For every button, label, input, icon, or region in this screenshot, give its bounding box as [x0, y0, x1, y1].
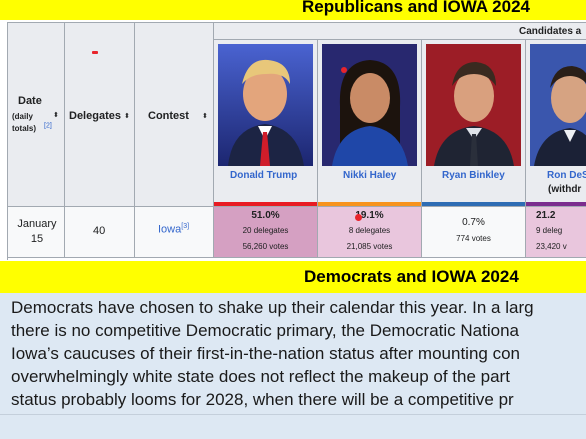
delegates-header-label: Delegates — [69, 110, 121, 122]
result-percent: 0.7% — [462, 217, 485, 228]
result-delegates: 9 deleg — [536, 226, 563, 235]
candidate-desantis: Ron DeS (withdr — [526, 40, 586, 207]
result-percent: 21.2 — [536, 210, 556, 221]
candidate-haley: Nikki Haley — [318, 40, 422, 207]
result-votes: 23,420 v — [536, 242, 567, 251]
sort-icon[interactable]: ⬍ — [202, 113, 208, 120]
candidates-header-label: Candidates a — [519, 26, 582, 37]
result-percent: 19.1% — [355, 210, 384, 221]
candidate-name-link[interactable]: Ron DeS — [547, 170, 586, 181]
candidate-photo-desantis[interactable] — [530, 44, 586, 166]
row-contest-link[interactable]: Iowa[3] — [158, 223, 189, 236]
paragraph-line: Iowa’s caucuses of their first-in-the-na… — [11, 344, 520, 363]
contest-column-header[interactable]: Contest ⬍ — [135, 22, 214, 207]
portrait-haley-icon — [322, 44, 417, 166]
divider — [0, 414, 586, 415]
row-delegates: 40 — [93, 225, 106, 237]
contest-text[interactable]: Iowa — [158, 223, 182, 236]
party-stripe — [318, 202, 421, 206]
row-contest-cell: Iowa[3] — [135, 207, 214, 258]
contest-ref-link[interactable]: [3] — [181, 223, 190, 230]
result-votes: 21,085 votes — [346, 242, 393, 251]
red-dot-icon — [355, 214, 362, 221]
result-delegates: 20 delegates — [242, 226, 289, 235]
result-votes: 774 votes — [456, 234, 491, 243]
row-date-cell: January 15 — [8, 207, 65, 258]
date-sub-text: (daily totals) — [12, 112, 36, 133]
candidate-name-link[interactable]: Ryan Binkley — [442, 170, 505, 181]
paragraph-line: there is no competitive Democratic prima… — [11, 321, 519, 340]
row-date: January 15 — [17, 218, 57, 245]
delegates-column-header[interactable]: Delegates ⬍ — [65, 22, 135, 207]
result-votes: 56,260 votes — [242, 242, 289, 251]
table-border — [7, 22, 8, 260]
paragraph-line: status probably looms for 2028, when the… — [11, 390, 514, 409]
result-cell-trump: 51.0% 20 delegates 56,260 votes — [214, 207, 318, 258]
candidate-photo-binkley[interactable] — [426, 44, 521, 166]
republicans-banner-title: Republicans and IOWA 2024 — [302, 0, 530, 16]
candidate-photo-trump[interactable] — [218, 44, 313, 166]
democrats-banner: Democrats and IOWA 2024 — [0, 261, 586, 293]
date-header-label: Date — [18, 95, 42, 107]
sort-icon[interactable]: ⬍ — [53, 112, 59, 119]
portrait-desantis-icon — [530, 44, 586, 166]
red-mark-icon — [92, 51, 98, 54]
candidate-trump: Donald Trump — [214, 40, 318, 207]
results-table: Date (daily totals) [2] ⬍ Delegates ⬍ Con… — [0, 20, 586, 261]
date-ref-link[interactable]: [2] — [44, 122, 52, 130]
sort-icon[interactable]: ⬍ — [124, 113, 130, 120]
candidate-name-link[interactable]: Nikki Haley — [343, 170, 397, 181]
paragraph-line: overwhelmingly white state does not refl… — [11, 367, 510, 386]
portrait-binkley-icon — [426, 44, 521, 166]
result-cell-haley: 19.1% 8 delegates 21,085 votes — [318, 207, 422, 258]
candidates-header: Candidates a — [214, 22, 586, 40]
result-cell-binkley: 0.7% 774 votes — [422, 207, 526, 258]
date-column-header[interactable]: Date (daily totals) [2] ⬍ — [8, 22, 65, 207]
democrats-paragraph: Democrats have chosen to shake up their … — [0, 293, 586, 439]
candidate-binkley: Ryan Binkley — [422, 40, 526, 207]
candidate-name-link[interactable]: Donald Trump — [230, 170, 298, 181]
result-cell-desantis: 21.2 9 deleg 23,420 v — [526, 207, 586, 258]
result-percent: 51.0% — [251, 210, 280, 221]
party-stripe — [214, 202, 317, 206]
party-stripe — [526, 202, 586, 206]
paragraph-line: Democrats have chosen to shake up their … — [11, 298, 534, 317]
candidate-photo-haley[interactable] — [322, 44, 417, 166]
date-header-sub: (daily totals) [2] — [12, 111, 52, 135]
democrats-banner-title: Democrats and IOWA 2024 — [304, 267, 519, 286]
candidate-withdrew-note: (withdr — [548, 184, 582, 195]
row-delegates-cell: 40 — [65, 207, 135, 258]
contest-header-label: Contest — [148, 110, 189, 122]
republicans-banner: Republicans and IOWA 2024 — [0, 0, 586, 20]
result-delegates: 8 delegates — [348, 226, 391, 235]
party-stripe — [422, 202, 525, 206]
portrait-trump-icon — [218, 44, 313, 166]
